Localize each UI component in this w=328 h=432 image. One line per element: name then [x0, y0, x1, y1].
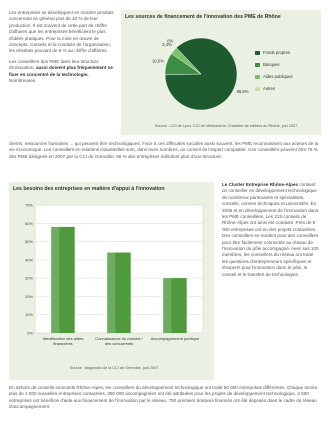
pie-slice-aides-publiques: [171, 47, 202, 75]
left-paragraph-1: Les entreprises se développent en nombre…: [9, 10, 114, 54]
right-column: Le Cluster Entreprise Rhône-Alpes contie…: [222, 182, 320, 278]
bar-highlight: [107, 252, 116, 333]
bar-chart-svg: 0% 10% 20% 30% 40% 50% 60% 70%: [9, 182, 214, 380]
bar-chart-box: 0% 10% 20% 30% 40% 50% 60% 70% Les besoins des …: [9, 182, 214, 380]
bar: [51, 226, 75, 333]
legend-swatch: [255, 87, 260, 91]
pie-group: [164, 37, 238, 111]
pie-chart-svg: 86,6% 10,0% 3,4%0% Fonds propres Banques Aid…: [121, 10, 321, 135]
left-paragraph-2-rest: Nombreuses.: [9, 78, 37, 84]
pie-slice-label: 0%: [167, 39, 173, 44]
legend-swatch: [255, 51, 260, 55]
y-tick-label: 60%: [25, 221, 33, 226]
x-category-label: Identification des aides financières: [42, 336, 84, 346]
legend-swatch: [255, 63, 260, 67]
pie-labels: 86,6% 10,0% 3,4%0%: [152, 39, 249, 94]
x-category-label: Accompagnement juridique: [150, 336, 200, 341]
y-tick-label: 40%: [25, 257, 33, 262]
y-tick-label: 20%: [25, 294, 33, 299]
left-paragraph-2-intro: Les conseillers des PME dans leur struct…: [9, 58, 99, 71]
left-paragraph-2: Les conseillers des PME dans leur struct…: [9, 59, 115, 85]
bar: [107, 252, 131, 333]
bottom-paragraph: En dehors de conseils innovants Rhône-Al…: [9, 385, 319, 410]
pie-slice-label: 86,6%: [237, 89, 249, 94]
pie-slice-label: 3,4%: [162, 42, 172, 47]
y-tick-label: 70%: [25, 203, 33, 208]
bar-chart-source: Source : diagnostic de la CCI de Grenobl…: [69, 366, 159, 370]
bar-highlight: [163, 278, 172, 333]
left-column: Les entreprises se développent en nombre…: [9, 10, 115, 84]
pie-chart-box: 86,6% 10,0% 3,4% 0% Fonds propres Banques Aid…: [121, 10, 321, 135]
bar: [163, 278, 187, 333]
pie-chart-source: Source : CCI de Lyon, CCI de Villefranch…: [154, 124, 298, 128]
right-column-text: contient un conseiller en développement …: [222, 182, 319, 277]
pie-legend: Fonds propres Banques Aides publiques Autre…: [255, 50, 293, 91]
y-tick-label: 0%: [27, 331, 33, 336]
bar-series: [51, 226, 187, 333]
legend-swatch: [255, 75, 260, 79]
legend-label: Banques: [263, 62, 280, 67]
legend-label: Aides publiques: [263, 74, 293, 79]
legend-label: Autres: [263, 86, 275, 91]
left-paragraph-2-bold: aussi doivent plus fréquemment se fixer …: [9, 65, 113, 77]
right-column-lead: Le Cluster Entreprise Rhône-Alpes: [222, 182, 299, 187]
bar-chart-title: Les besoins des entreprises en matière d…: [13, 186, 165, 192]
y-tick-label: 50%: [25, 239, 33, 244]
x-category-label: Connaissance du marché / des concurrents: [95, 336, 143, 346]
legend-label: Fonds propres: [263, 50, 290, 55]
pie-chart-title: Les sources de financement de l'innovati…: [125, 14, 281, 20]
pie-slice-label: 10,0%: [152, 59, 164, 64]
bar-highlight: [51, 226, 60, 333]
y-tick-label: 10%: [25, 312, 33, 317]
middle-paragraph: clients, ressources humaines ... qui peu…: [9, 141, 319, 159]
y-tick-label: 30%: [25, 276, 33, 281]
bar-y-ticks: 0% 10% 20% 30% 40% 50% 60% 70%: [25, 203, 33, 336]
